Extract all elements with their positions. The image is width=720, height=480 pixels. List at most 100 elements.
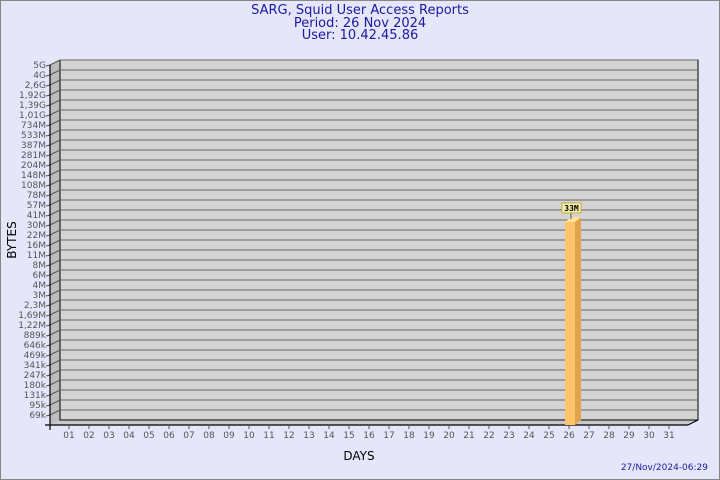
side-gridline bbox=[49, 209, 61, 216]
chart-period: Period: 26 Nov 2024 bbox=[293, 16, 427, 31]
y-tick-label: 341k bbox=[24, 361, 47, 371]
y-tick bbox=[45, 104, 51, 107]
chart-title: SARG, Squid User Access Reports bbox=[251, 3, 469, 18]
x-tick-label: 18 bbox=[403, 431, 415, 441]
x-tick-label: 25 bbox=[543, 431, 554, 441]
y-tick bbox=[45, 174, 51, 177]
x-tick-label: 15 bbox=[343, 431, 354, 441]
side-gridline bbox=[49, 299, 61, 306]
generated-timestamp: 27/Nov/2024-06:29 bbox=[621, 463, 708, 473]
y-tick-label: 95k bbox=[29, 401, 46, 411]
x-tick-label: 24 bbox=[523, 431, 535, 441]
side-gridline bbox=[49, 109, 61, 116]
bar bbox=[565, 221, 575, 425]
y-tick-label: 4M bbox=[33, 281, 47, 291]
y-tick-label: 131k bbox=[24, 391, 47, 401]
y-tick-label: 387M bbox=[21, 141, 46, 151]
side-gridline bbox=[49, 329, 61, 336]
x-tick-label: 28 bbox=[603, 431, 615, 441]
x-tick-label: 05 bbox=[143, 431, 154, 441]
y-tick-label: 247k bbox=[24, 371, 47, 381]
side-gridline bbox=[49, 389, 61, 396]
x-tick-label: 30 bbox=[643, 431, 655, 441]
y-tick-label: 4G bbox=[33, 71, 46, 81]
side-gridline bbox=[49, 349, 61, 356]
y-tick-label: 16M bbox=[27, 241, 46, 251]
x-axis-title: DAYS bbox=[343, 449, 374, 463]
y-tick bbox=[45, 224, 51, 227]
side-gridline bbox=[49, 59, 61, 66]
y-tick-label: 78M bbox=[27, 191, 46, 201]
side-gridline bbox=[49, 279, 61, 286]
side-gridline bbox=[49, 179, 61, 186]
x-tick-label: 22 bbox=[483, 431, 494, 441]
y-tick bbox=[45, 84, 51, 87]
floor-edge bbox=[687, 419, 699, 426]
y-tick bbox=[45, 194, 51, 197]
x-tick-label: 31 bbox=[663, 431, 674, 441]
side-gridline bbox=[49, 289, 61, 296]
x-tick-label: 23 bbox=[503, 431, 514, 441]
y-tick bbox=[45, 354, 51, 357]
y-tick bbox=[45, 334, 51, 337]
side-gridline bbox=[49, 189, 61, 196]
y-tick-label: 1,39G bbox=[19, 101, 46, 111]
floor bbox=[50, 420, 698, 425]
y-tick bbox=[45, 344, 51, 347]
y-tick-label: 30M bbox=[27, 221, 46, 231]
y-tick-label: 889k bbox=[24, 331, 47, 341]
y-tick-label: 22M bbox=[27, 231, 46, 241]
y-tick-label: 469k bbox=[24, 351, 47, 361]
y-tick-label: 204M bbox=[21, 161, 46, 171]
y-tick-label: 2,6G bbox=[25, 81, 46, 91]
x-tick-label: 13 bbox=[303, 431, 314, 441]
x-tick-label: 06 bbox=[163, 431, 175, 441]
y-tick bbox=[45, 284, 51, 287]
y-tick-label: 1,22M bbox=[18, 321, 46, 331]
y-tick bbox=[45, 244, 51, 247]
y-tick-label: 11M bbox=[27, 251, 46, 261]
y-tick bbox=[45, 404, 51, 407]
x-tick-label: 17 bbox=[383, 431, 394, 441]
y-tick bbox=[45, 184, 51, 187]
y-tick bbox=[45, 264, 51, 267]
x-tick-label: 20 bbox=[443, 431, 455, 441]
y-tick-label: 8M bbox=[33, 261, 47, 271]
x-tick-label: 21 bbox=[463, 431, 474, 441]
side-gridline bbox=[49, 199, 61, 206]
x-tick-label: 29 bbox=[623, 431, 635, 441]
x-tick-label: 04 bbox=[123, 431, 135, 441]
y-tick-label: 533M bbox=[21, 131, 46, 141]
y-tick bbox=[45, 204, 51, 207]
x-tick-label: 08 bbox=[203, 431, 215, 441]
side-gridline bbox=[49, 249, 61, 256]
data-label-box bbox=[561, 202, 582, 214]
y-tick bbox=[45, 124, 51, 127]
side-gridline bbox=[49, 399, 61, 406]
y-tick bbox=[45, 164, 51, 167]
side-gridline bbox=[49, 229, 61, 236]
y-tick bbox=[45, 324, 51, 327]
side-gridline bbox=[49, 339, 61, 346]
side-gridline bbox=[49, 89, 61, 96]
y-axis-title: BYTES bbox=[5, 221, 19, 258]
y-tick bbox=[45, 214, 51, 217]
x-tick-label: 01 bbox=[63, 431, 74, 441]
y-tick bbox=[45, 254, 51, 257]
side-gridline bbox=[49, 99, 61, 106]
x-tick-label: 12 bbox=[283, 431, 294, 441]
bar-top bbox=[565, 216, 581, 222]
y-tick-label: 1,01G bbox=[19, 111, 46, 121]
x-tick-label: 10 bbox=[243, 431, 255, 441]
y-tick bbox=[45, 154, 51, 157]
y-tick bbox=[45, 74, 51, 77]
y-tick-label: 69k bbox=[29, 411, 46, 421]
x-tick-label: 11 bbox=[263, 431, 274, 441]
y-tick bbox=[45, 304, 51, 307]
data-label: 33M bbox=[564, 204, 579, 213]
y-tick bbox=[45, 134, 51, 137]
x-tick-label: 26 bbox=[563, 431, 575, 441]
side-gridline bbox=[49, 319, 61, 326]
side-gridline bbox=[49, 409, 61, 416]
y-tick-label: 2,3M bbox=[24, 301, 46, 311]
